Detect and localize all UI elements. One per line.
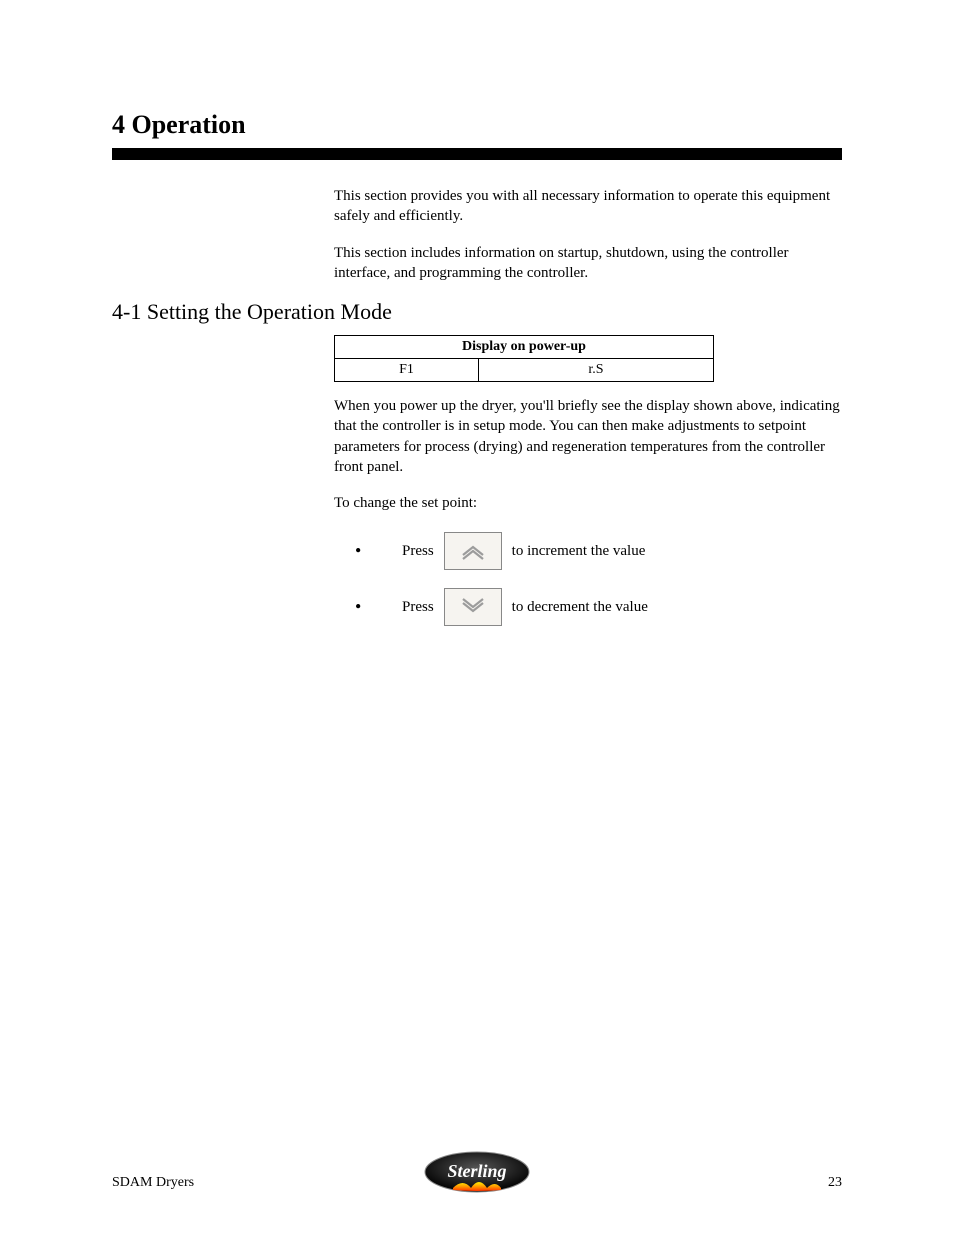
subsection-paragraph-2: To change the set point: xyxy=(334,493,842,513)
intro-paragraph-2: This section includes information on sta… xyxy=(334,243,842,284)
instruction-list: Press to increment the value Press to de… xyxy=(372,529,842,629)
logo-text: Sterling xyxy=(447,1161,506,1181)
intro-paragraph-1: This section provides you with all neces… xyxy=(334,186,842,227)
down-arrow-button[interactable] xyxy=(444,588,502,626)
down-suffix: to decrement the value xyxy=(512,599,648,616)
footer-page-number: 23 xyxy=(828,1175,842,1191)
section-heading: 4 Operation xyxy=(112,110,842,140)
chevron-down-icon xyxy=(460,597,486,617)
up-suffix: to increment the value xyxy=(512,543,646,560)
table-cell-left: F1 xyxy=(335,359,479,382)
list-item: Press to increment the value xyxy=(372,529,842,573)
subsection-heading: 4-1 Setting the Operation Mode xyxy=(112,299,842,325)
up-arrow-button[interactable] xyxy=(444,532,502,570)
press-label: Press xyxy=(402,599,434,616)
document-page: 4 Operation This section provides you wi… xyxy=(0,0,954,1235)
footer-logo: Sterling xyxy=(423,1150,531,1199)
display-table: Display on power-up F1 r.S xyxy=(334,335,714,382)
press-label: Press xyxy=(402,543,434,560)
footer-left-text: SDAM Dryers xyxy=(112,1175,194,1191)
section-rule xyxy=(112,148,842,160)
subsection-paragraph-1: When you power up the dryer, you'll brie… xyxy=(334,396,842,477)
list-item: Press to decrement the value xyxy=(372,585,842,629)
table-cell-right: r.S xyxy=(479,359,714,382)
table-header: Display on power-up xyxy=(335,336,714,359)
table-row: F1 r.S xyxy=(335,359,714,382)
chevron-up-icon xyxy=(460,541,486,561)
